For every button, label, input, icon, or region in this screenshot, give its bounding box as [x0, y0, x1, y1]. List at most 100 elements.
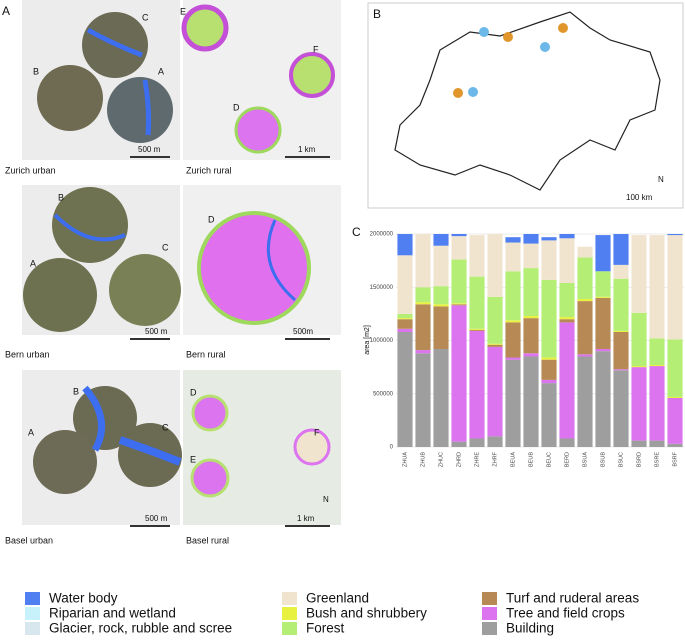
map-circle — [181, 4, 229, 52]
bar-segment — [523, 243, 539, 269]
site-label: F — [313, 44, 319, 54]
bar-segment — [433, 234, 449, 246]
bar-segment — [613, 278, 629, 331]
bar-segment — [541, 279, 557, 358]
bar-segment — [541, 240, 557, 280]
panel-label: A — [2, 4, 10, 18]
north-label: N — [323, 495, 329, 504]
bar-segment — [487, 346, 503, 437]
legend-label: Glacier, rock, rubble and scree — [49, 621, 232, 636]
x-tick-label: ZHUB — [420, 452, 426, 467]
bar-segment — [451, 259, 467, 304]
bar-segment — [505, 242, 521, 272]
bar-segment — [397, 313, 413, 319]
site-label: C — [162, 242, 169, 252]
site-label: D — [233, 102, 240, 112]
bar-segment — [469, 438, 485, 447]
bar-segment — [613, 264, 629, 279]
scale-label: 500 m — [145, 514, 168, 523]
bar-segment — [397, 319, 413, 329]
bar-segment — [451, 236, 467, 260]
bar-segment — [487, 344, 503, 347]
bar-segment — [577, 356, 593, 447]
bar-segment — [541, 237, 557, 241]
legend-swatch — [482, 622, 497, 635]
x-tick-label: BERD — [564, 452, 570, 467]
legend-swatch — [482, 607, 497, 620]
bar-segment — [667, 396, 683, 399]
bar-segment — [649, 364, 665, 367]
site-dot — [558, 23, 568, 33]
bar-segment — [415, 302, 431, 305]
river — [266, 219, 296, 302]
bar-segment — [649, 338, 665, 365]
bar-segment — [613, 370, 629, 447]
map-caption: Bern rural — [186, 349, 226, 359]
map-circle — [33, 430, 97, 494]
map-caption: Zurich rural — [186, 165, 232, 175]
x-tick-label: BSRF — [672, 451, 678, 466]
legend-label: Tree and field crops — [506, 606, 625, 621]
bar-segment — [667, 339, 683, 397]
bar-segment — [487, 343, 503, 345]
x-tick-label: ZHUC — [438, 452, 444, 467]
bar-segment — [631, 440, 647, 447]
legend-label: Riparian and wetland — [49, 606, 176, 621]
site-dot — [468, 87, 478, 97]
x-tick-label: BSRD — [636, 452, 642, 467]
bar-segment — [559, 282, 575, 318]
x-tick-label: BSRE — [654, 452, 660, 467]
site-dot — [479, 27, 489, 37]
map-circle — [289, 52, 335, 98]
bar-segment — [505, 320, 521, 323]
bar-segment — [631, 367, 647, 441]
bar-segment — [595, 271, 611, 297]
site-label: B — [58, 192, 64, 202]
map-circle — [73, 386, 137, 450]
map-circle — [191, 394, 229, 432]
bar-segment — [397, 331, 413, 447]
bar-segment — [559, 322, 575, 439]
scale-label: 500m — [293, 327, 313, 336]
bar-segment — [667, 443, 683, 447]
bar-segment — [523, 234, 539, 244]
bar-segment — [577, 257, 593, 299]
scale-label: 100 km — [626, 193, 653, 202]
bar-segment — [595, 349, 611, 352]
bar-segment — [523, 316, 539, 319]
bar-segment — [433, 286, 449, 305]
legend-swatch — [282, 607, 297, 620]
switzerland-outline — [394, 11, 661, 191]
bar-segment — [451, 234, 467, 237]
bar-segment — [415, 304, 431, 351]
y-tick-label: 1000000 — [370, 338, 394, 344]
x-tick-label: ZHRD — [456, 452, 462, 467]
panel-label: C — [352, 225, 361, 239]
site-dot — [540, 42, 550, 52]
bar-segment — [469, 276, 485, 329]
bar-segment — [613, 330, 629, 332]
bar-segment — [433, 349, 449, 447]
bar-segment — [451, 305, 467, 442]
map-caption: Basel rural — [186, 535, 229, 545]
map-caption: Zurich urban — [5, 165, 56, 175]
bar-segment — [469, 330, 485, 439]
x-tick-label: BEUA — [510, 452, 516, 467]
site-label: E — [180, 6, 186, 16]
river — [86, 27, 143, 58]
map-circle — [234, 106, 282, 154]
bar-segment — [397, 234, 413, 256]
bar-segment — [541, 379, 557, 384]
bar-segment — [415, 353, 431, 447]
legend-swatch — [25, 607, 40, 620]
map-caption: Basel urban — [5, 535, 53, 545]
site-label: A — [28, 427, 34, 437]
legend-label: Greenland — [306, 591, 369, 606]
bar-segment — [523, 318, 539, 354]
bar-segment — [505, 359, 521, 447]
bar-segment — [595, 351, 611, 447]
bar-segment — [451, 303, 467, 305]
bar-segment — [667, 398, 683, 444]
site-label: C — [142, 12, 149, 22]
